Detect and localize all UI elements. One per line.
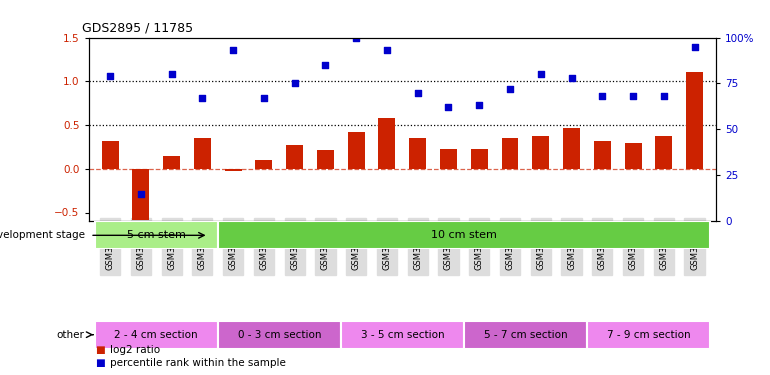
Point <box>135 191 147 197</box>
Text: 5 cm stem: 5 cm stem <box>127 230 186 240</box>
Bar <box>440 148 457 169</box>
Bar <box>132 169 149 219</box>
Bar <box>532 135 549 169</box>
Point <box>442 104 454 110</box>
Text: GDS2895 / 11785: GDS2895 / 11785 <box>82 22 193 35</box>
Point <box>350 34 363 40</box>
Text: 2 - 4 cm section: 2 - 4 cm section <box>115 330 198 340</box>
Bar <box>655 135 672 169</box>
Bar <box>286 145 303 169</box>
Text: 0 - 3 cm section: 0 - 3 cm section <box>237 330 321 340</box>
Point <box>565 75 578 81</box>
Bar <box>163 156 180 169</box>
Point <box>627 93 639 99</box>
Point <box>411 90 424 96</box>
Bar <box>218 321 341 349</box>
Bar <box>348 132 365 169</box>
Text: 5 - 7 cm section: 5 - 7 cm section <box>484 330 567 340</box>
Point <box>504 86 516 92</box>
Bar <box>225 169 242 171</box>
Point <box>473 102 485 108</box>
Point <box>104 73 116 79</box>
Bar <box>194 138 211 169</box>
Bar <box>317 150 334 169</box>
Bar <box>686 72 703 169</box>
Point <box>381 47 393 53</box>
Point <box>196 95 209 101</box>
Text: log2 ratio: log2 ratio <box>110 345 160 355</box>
Bar <box>409 138 426 169</box>
Bar <box>102 141 119 169</box>
Bar <box>218 221 710 249</box>
Point <box>658 93 670 99</box>
Text: 10 cm stem: 10 cm stem <box>431 230 497 240</box>
Text: 7 - 9 cm section: 7 - 9 cm section <box>607 330 690 340</box>
Bar <box>95 221 218 249</box>
Point <box>166 71 178 77</box>
Text: ■: ■ <box>96 345 109 355</box>
Point <box>596 93 608 99</box>
Bar <box>379 118 396 169</box>
Bar <box>624 142 641 169</box>
Point <box>688 44 701 50</box>
Bar <box>594 141 611 169</box>
Bar <box>587 321 710 349</box>
Text: ■: ■ <box>96 358 109 368</box>
Point <box>227 47 239 53</box>
Bar <box>563 128 580 169</box>
Text: percentile rank within the sample: percentile rank within the sample <box>110 358 286 368</box>
Point <box>320 62 332 68</box>
Text: other: other <box>57 330 85 340</box>
Point <box>289 81 301 87</box>
Point <box>258 95 270 101</box>
Bar <box>341 321 464 349</box>
Bar <box>501 138 518 169</box>
Bar <box>470 148 487 169</box>
Bar <box>95 321 218 349</box>
Text: 3 - 5 cm section: 3 - 5 cm section <box>360 330 444 340</box>
Bar <box>256 160 273 169</box>
Bar <box>464 321 587 349</box>
Point <box>534 71 547 77</box>
Text: development stage: development stage <box>0 230 85 240</box>
